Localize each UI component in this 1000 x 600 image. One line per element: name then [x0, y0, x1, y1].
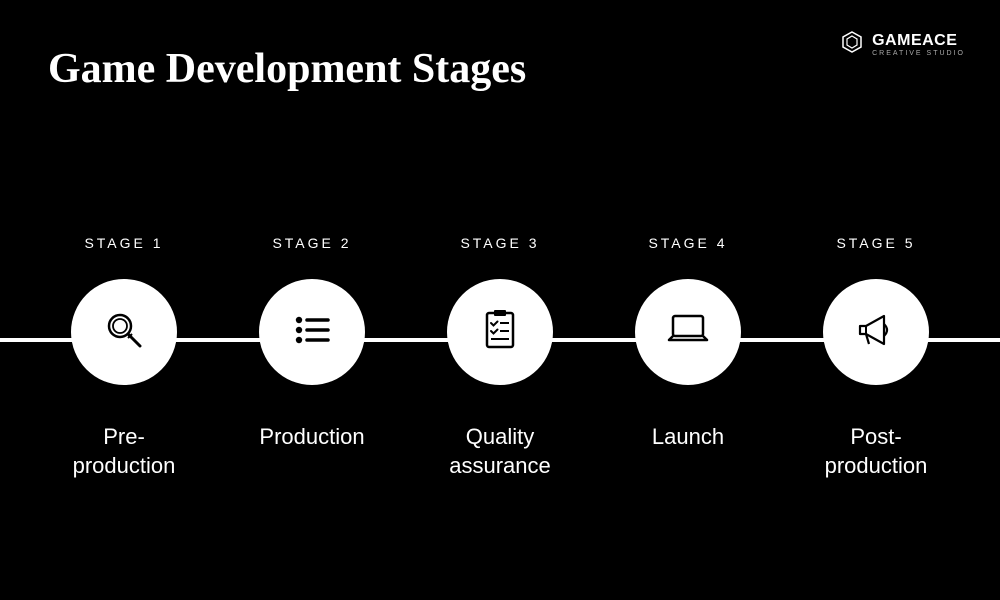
stage-4-circle: [635, 279, 741, 385]
logo-icon: [840, 30, 864, 59]
stage-1: STAGE 1 Pre- production: [34, 235, 214, 480]
stages-row: STAGE 1 Pre- production STAGE 2: [0, 235, 1000, 480]
stage-2: STAGE 2 Production: [222, 235, 402, 480]
stage-5: STAGE 5 Post- production: [786, 235, 966, 480]
stage-4-name: Launch: [652, 423, 724, 452]
stage-5-label: STAGE 5: [836, 235, 915, 251]
stage-2-circle: [259, 279, 365, 385]
brand-logo: GAMEACE CREATIVE STUDIO: [840, 30, 965, 59]
stage-2-name: Production: [259, 423, 364, 452]
logo-text: GAMEACE: [872, 32, 965, 50]
stage-5-circle: [823, 279, 929, 385]
stage-2-label: STAGE 2: [272, 235, 351, 251]
magnifier-icon: [100, 306, 148, 359]
checklist-icon: [476, 306, 524, 359]
page-title: Game Development Stages: [48, 45, 526, 93]
logo-subtitle: CREATIVE STUDIO: [872, 50, 965, 57]
stage-3-label: STAGE 3: [460, 235, 539, 251]
list-icon: [288, 306, 336, 359]
stage-4: STAGE 4 Launch: [598, 235, 778, 480]
stage-5-name: Post- production: [825, 423, 928, 480]
stage-3-circle: [447, 279, 553, 385]
stage-3: STAGE 3 Quality assurance: [410, 235, 590, 480]
stage-4-label: STAGE 4: [648, 235, 727, 251]
laptop-icon: [664, 306, 712, 359]
stage-3-name: Quality assurance: [449, 423, 551, 480]
stage-1-circle: [71, 279, 177, 385]
stage-1-name: Pre- production: [73, 423, 176, 480]
stage-1-label: STAGE 1: [84, 235, 163, 251]
megaphone-icon: [852, 306, 900, 359]
